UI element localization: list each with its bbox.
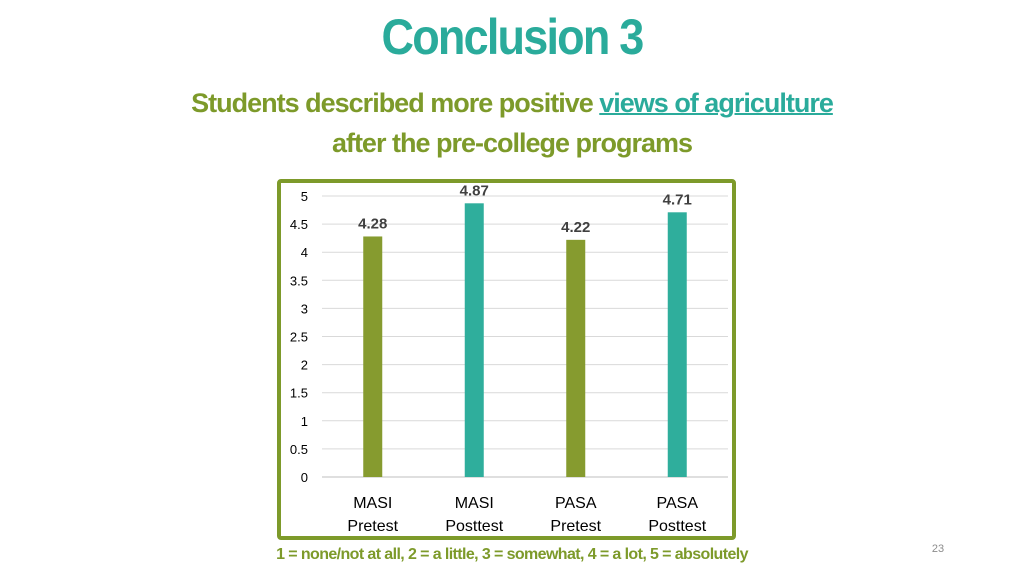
page-number: 23 bbox=[931, 543, 945, 555]
y-tick-label: 1.5 bbox=[290, 386, 308, 401]
bar bbox=[464, 203, 484, 477]
data-label: 4.71 bbox=[663, 191, 692, 208]
x-tick-label: PASA bbox=[555, 495, 597, 512]
x-tick-label: Posttest bbox=[648, 518, 706, 535]
y-tick-label: 4.5 bbox=[290, 217, 308, 232]
bar bbox=[566, 239, 586, 477]
y-tick-label: 3.5 bbox=[290, 273, 308, 288]
bar bbox=[667, 212, 687, 477]
y-tick-label: 0.5 bbox=[290, 442, 308, 457]
x-tick-label: Pretest bbox=[347, 518, 398, 535]
data-label: 4.87 bbox=[460, 182, 489, 199]
x-tick-label: Posttest bbox=[445, 518, 503, 535]
slide-subtitle-line2: after the pre-college programs bbox=[331, 128, 693, 158]
y-tick-label: 2.5 bbox=[290, 330, 308, 345]
x-tick-label: MASI bbox=[353, 495, 392, 512]
slide-title: Conclusion 3 bbox=[381, 9, 645, 65]
data-label: 4.22 bbox=[561, 219, 590, 236]
subtitle-text: Students described more positive bbox=[191, 88, 600, 118]
data-label: 4.28 bbox=[358, 215, 387, 232]
x-tick-label: Pretest bbox=[550, 518, 601, 535]
y-tick-label: 4 bbox=[301, 245, 308, 260]
x-tick-label: PASA bbox=[657, 495, 699, 512]
y-tick-label: 1 bbox=[301, 414, 308, 429]
scale-footnote: 1 = none/not at all, 2 = a little, 3 = s… bbox=[276, 546, 748, 563]
bar bbox=[363, 236, 383, 477]
y-tick-label: 2 bbox=[301, 358, 308, 373]
chart-frame bbox=[277, 179, 736, 540]
y-tick-label: 5 bbox=[301, 189, 308, 204]
subtitle-highlight-link[interactable]: views of agriculture bbox=[599, 88, 834, 118]
slide-subtitle-line1: Students described more positive views o… bbox=[0, 88, 1024, 119]
y-tick-label: 0 bbox=[301, 470, 308, 485]
y-tick-label: 3 bbox=[301, 301, 308, 316]
x-tick-label: MASI bbox=[455, 495, 494, 512]
